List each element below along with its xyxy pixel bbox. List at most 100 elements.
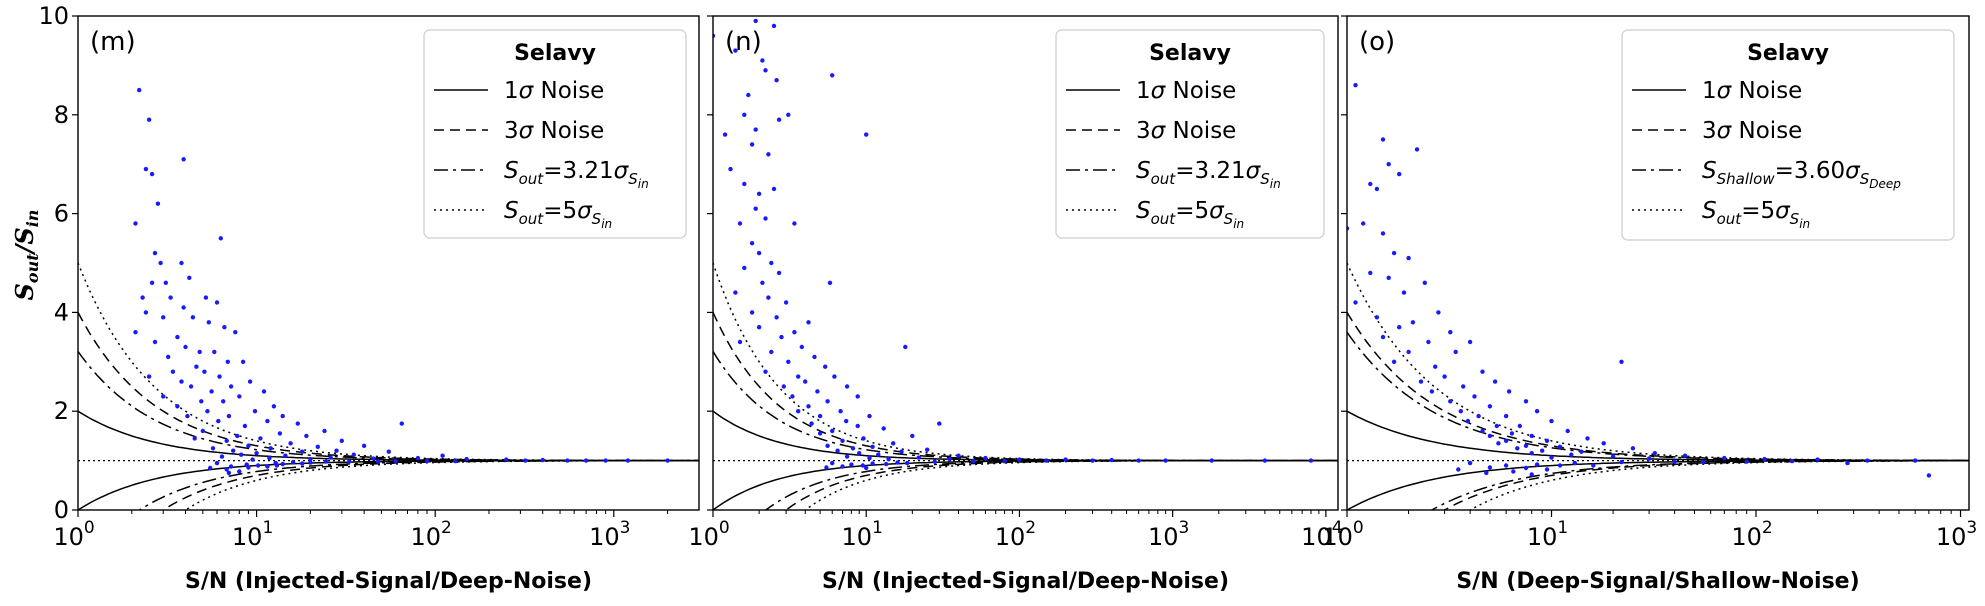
scatter-point <box>742 265 747 271</box>
scatter-point <box>771 23 777 29</box>
scatter-point <box>504 457 509 462</box>
x-tick-exponent: 1 <box>1557 518 1568 538</box>
legend-text-part: 3 <box>504 118 519 144</box>
scatter-point <box>786 359 791 364</box>
scatter-point <box>753 18 758 24</box>
legend-text-part: =3.60 <box>1775 158 1845 184</box>
scatter-point <box>161 315 166 320</box>
scatter-point <box>283 453 288 458</box>
scatter-point <box>222 325 227 330</box>
legend-text-part: =5 <box>1175 198 1209 224</box>
scatter-point <box>1406 349 1411 355</box>
axes-frame <box>1346 15 1970 511</box>
scatter-point <box>1509 431 1515 436</box>
scatter-point <box>219 454 225 459</box>
scatter-point <box>792 330 797 335</box>
scatter-point <box>323 459 329 464</box>
scatter-point <box>733 48 738 53</box>
scatter-point <box>766 152 771 157</box>
x-tick-label: 100 <box>688 518 729 551</box>
scatter-point <box>1458 409 1464 414</box>
scatter-point <box>1397 171 1402 177</box>
scatter-point <box>1448 330 1453 335</box>
legend-entry-label: 1σ Noise <box>1136 78 1236 104</box>
ylabel-main: S <box>10 283 39 300</box>
ylabel-sub-out: out <box>23 253 42 283</box>
scatter-point <box>1476 413 1481 419</box>
scatter-point <box>261 389 267 394</box>
scatter-point <box>1591 463 1596 468</box>
scatter-point <box>1523 465 1529 471</box>
scatter-point <box>1682 453 1688 458</box>
scatter-point <box>1467 339 1473 345</box>
scatter-point <box>192 436 197 441</box>
curve-lower-dotted <box>1468 460 1969 510</box>
scatter-point <box>817 413 823 419</box>
scatter-point <box>1511 469 1516 474</box>
legend-text-part: S <box>504 158 519 184</box>
x-tick-exponent: 2 <box>1025 518 1036 538</box>
scatter-point <box>255 463 261 468</box>
scatter-point <box>265 464 270 469</box>
legend-entry-label: 3σ Noise <box>504 118 604 144</box>
scatter-point <box>665 458 670 463</box>
legend-text-part: out <box>1151 210 1177 228</box>
legend-text-part: in <box>638 177 649 191</box>
scatter-point <box>832 374 837 379</box>
scatter-point <box>239 452 244 457</box>
scatter-point <box>1619 459 1624 465</box>
legend-text-part: Noise <box>1731 78 1802 104</box>
scatter-point <box>1410 320 1416 325</box>
scatter-point <box>399 421 404 426</box>
scatter-point <box>737 221 743 226</box>
scatter-point <box>884 461 889 467</box>
scatter-point <box>280 461 285 467</box>
legend-text-part: in <box>1270 177 1281 191</box>
scatter-point <box>1534 462 1540 467</box>
scatter-point <box>756 250 762 256</box>
scatter-point <box>205 409 210 414</box>
legend-entry-label: 3σ Noise <box>1136 118 1236 144</box>
curve-lower-dashdot <box>764 459 1338 510</box>
scatter-point <box>1540 448 1545 453</box>
scatter-point <box>1109 457 1114 463</box>
curve-lower-solid <box>78 459 699 510</box>
legend-text-part: out <box>519 170 545 188</box>
x-tick-base: 10 <box>1322 523 1353 551</box>
legend-text-part: S <box>1260 170 1270 188</box>
scatter-point <box>1368 181 1373 187</box>
scatter-point <box>753 127 758 132</box>
legend-text-part: 1 <box>1136 78 1151 104</box>
curve-lower-dashed <box>784 459 1338 510</box>
scatter-point <box>1353 83 1358 88</box>
scatter-point <box>190 315 196 320</box>
scatter-point <box>1442 374 1447 379</box>
x-tick-base: 10 <box>1936 523 1967 551</box>
legend-text-part: 3 <box>1702 118 1717 144</box>
scatter-point <box>870 461 875 466</box>
legend-entry-label: Sout=5σSin <box>504 198 612 231</box>
scatter-point <box>1672 459 1677 464</box>
scatter-point <box>840 438 845 443</box>
scatter-point <box>753 206 758 211</box>
scatter-point <box>214 460 220 466</box>
scatter-point <box>1374 315 1380 320</box>
scatter-point <box>226 413 232 419</box>
scatter-point <box>185 413 190 419</box>
legend-text-part: Noise <box>1165 78 1236 104</box>
scatter-point <box>250 457 255 462</box>
scatter-point <box>1480 369 1485 374</box>
legend-text-part: Noise <box>533 118 604 144</box>
legend-text-part: S <box>1136 198 1151 224</box>
scatter-point <box>876 452 881 457</box>
scatter-point <box>271 404 277 409</box>
legend-text-part: σ <box>1151 78 1167 104</box>
legend-entry-label: 1σ Noise <box>504 78 604 104</box>
scatter-point <box>221 399 226 404</box>
legend-text-part: σ <box>1717 118 1733 144</box>
scatter-point <box>523 458 528 463</box>
scatter-point <box>194 364 199 369</box>
scatter-point <box>760 280 765 285</box>
legend-text-part: σ <box>1151 118 1167 144</box>
